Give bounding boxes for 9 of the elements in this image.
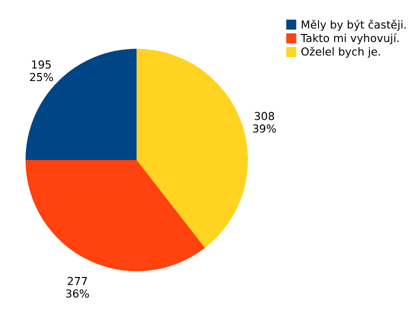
pie-slice [136,48,248,248]
legend-label: Oželel bych je. [300,46,382,59]
data-label: 195 25% [29,58,54,84]
data-label: 308 39% [252,110,276,136]
data-label: 277 36% [65,274,90,301]
legend-label: Měly by být častěji. [300,18,407,32]
pie-slice [26,48,137,160]
legend-label: Takto mi vyhovují. [300,32,400,45]
pie-slice [26,160,205,272]
